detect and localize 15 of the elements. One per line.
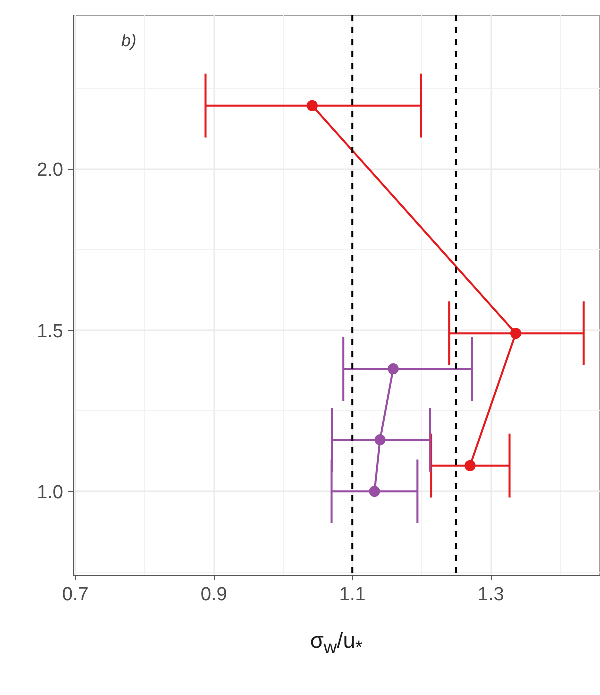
x-tick-label: 1.1 [339,584,366,606]
y-tick-label: 2.0 [37,160,64,182]
x-tick-label: 0.9 [200,584,228,606]
x-axis-title: σ$_{w}$/u$_{*}$ [309,627,364,660]
point [374,434,386,446]
y-tick-label: 1.0 [37,482,64,504]
point [306,100,318,112]
annotation: b) [122,32,137,50]
x-tick-label: 1.3 [478,584,504,606]
point [510,328,522,340]
y-tick-label: 1.5 [37,321,64,342]
point [388,364,399,375]
point [464,460,476,472]
x-tick-label: 0.7 [62,584,89,606]
point [369,486,380,498]
